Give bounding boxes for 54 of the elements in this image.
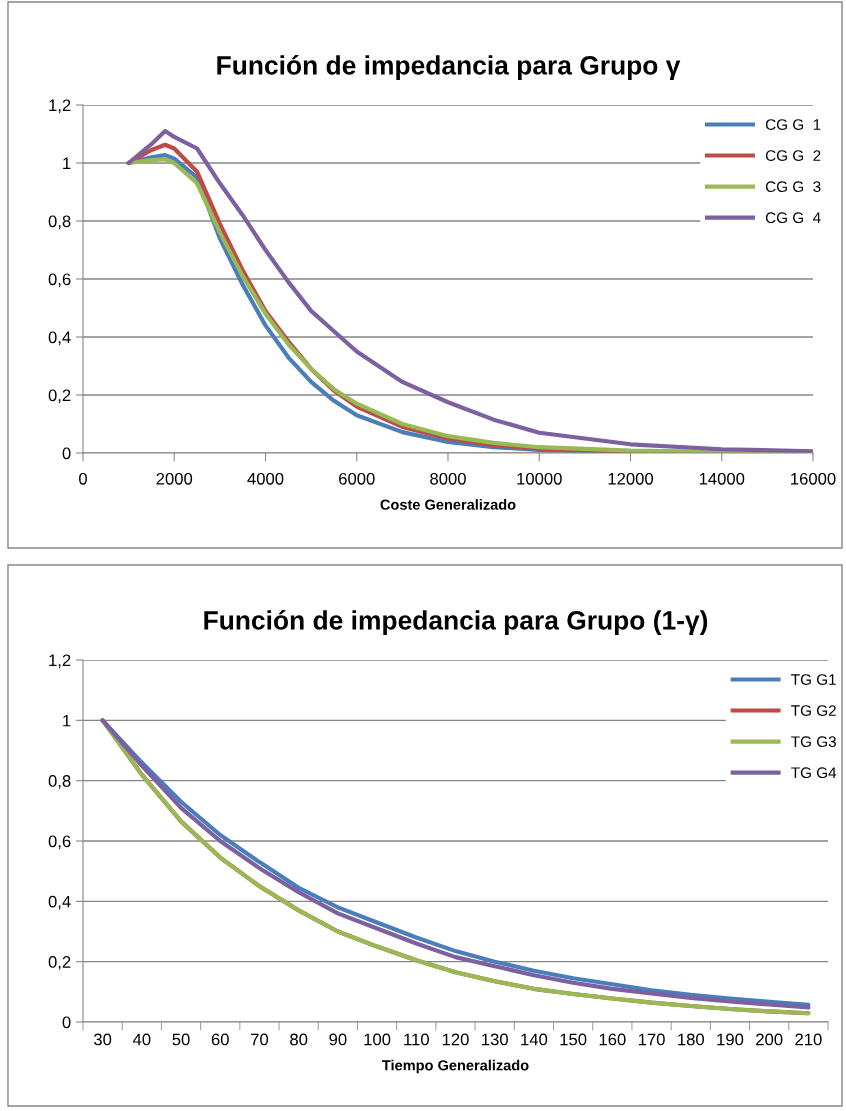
x-tick-label: 30 [93, 1033, 112, 1046]
y-tick-label: 1 [63, 714, 71, 727]
chart-title: Función de impedancia para Grupo γ [217, 55, 681, 80]
x-tick-label: 90 [329, 1033, 347, 1046]
x-tick-label: 140 [521, 1033, 548, 1046]
legend-label: CG G 1 [765, 119, 821, 130]
y-tick-label: 0 [62, 447, 71, 460]
legend-label: TG G1 [791, 674, 836, 685]
x-tick-label: 80 [290, 1033, 308, 1046]
legend-label: TG G3 [791, 736, 836, 748]
x-tick-label: 150 [560, 1033, 587, 1046]
x-tick-label: 100 [364, 1033, 391, 1046]
legend-label: TG G2 [791, 705, 836, 717]
legend-label: CG G 3 [765, 181, 821, 193]
x-tick-label: 190 [717, 1033, 744, 1046]
y-tick-label: 0 [62, 1016, 71, 1029]
x-tick-label: 170 [638, 1033, 665, 1046]
legend-label: CG G 4 [765, 212, 821, 224]
chart-title: Función de impedancia para Grupo (1-γ) [204, 610, 708, 635]
x-tick-label: 4000 [247, 472, 284, 485]
y-tick-label: 0,2 [48, 956, 71, 970]
x-tick-label: 50 [172, 1033, 190, 1046]
y-tick-label: 0,2 [48, 389, 71, 404]
x-tick-label: 12000 [608, 472, 654, 485]
legend-label: CG G 2 [765, 150, 821, 162]
y-tick-label: 0,4 [48, 331, 71, 346]
x-tick-label: 40 [132, 1033, 151, 1046]
y-tick-label: 1,2 [49, 99, 71, 114]
y-tick-label: 0,8 [48, 775, 71, 789]
y-tick-label: 1 [63, 157, 71, 170]
x-tick-label: 200 [756, 1033, 783, 1046]
y-tick-label: 0,6 [48, 273, 71, 288]
x-axis-title: Coste Generalizado [380, 499, 516, 510]
x-tick-label: 210 [795, 1033, 822, 1046]
legend-label: TG G4 [791, 767, 837, 779]
x-tick-label: 60 [211, 1033, 229, 1046]
x-tick-label: 6000 [339, 472, 375, 485]
x-tick-label: 160 [599, 1033, 626, 1046]
x-tick-label: 130 [482, 1033, 508, 1046]
x-axis-title: Tiempo Generalizado [382, 1059, 529, 1074]
y-tick-label: 0,8 [48, 215, 71, 230]
x-tick-label: 10000 [517, 472, 562, 485]
x-tick-label: 8000 [430, 472, 466, 485]
y-tick-label: 1,2 [49, 654, 71, 669]
x-tick-label: 16000 [791, 472, 836, 485]
y-tick-label: 0,6 [48, 835, 71, 850]
x-tick-label: 14000 [699, 472, 745, 485]
y-tick-label: 0,4 [48, 895, 71, 910]
x-tick-label: 2000 [156, 472, 193, 485]
x-tick-label: 180 [678, 1033, 705, 1046]
x-tick-label: 0 [79, 472, 87, 485]
x-tick-label: 110 [404, 1033, 429, 1046]
x-tick-label: 120 [442, 1033, 469, 1046]
x-tick-label: 70 [251, 1033, 269, 1046]
